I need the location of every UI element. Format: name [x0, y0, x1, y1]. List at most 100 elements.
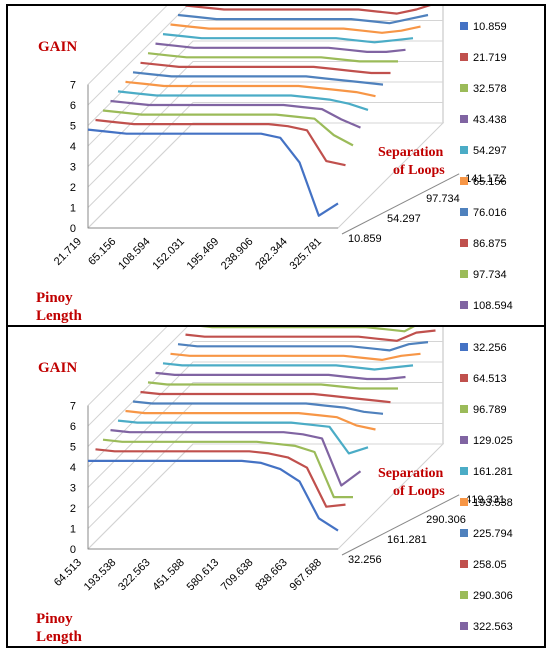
- x-tick-label: 65.156: [86, 236, 118, 268]
- x-axis-title-line1: Pinoy: [36, 290, 73, 306]
- legend-swatch: [460, 146, 468, 154]
- series-line: [132, 400, 384, 415]
- x-tick-label: 108.594: [116, 236, 153, 273]
- series-line: [185, 329, 436, 342]
- legend-label: 193.538: [473, 497, 513, 509]
- legend-swatch: [460, 53, 468, 61]
- legend-label: 96.789: [473, 404, 507, 416]
- chart-bottom-svg: 0123456764.513193.538322.563451.588580.6…: [36, 327, 513, 645]
- series-line: [117, 419, 369, 455]
- z-tick-label: 141.172: [465, 173, 505, 185]
- gridline: [87, 327, 168, 406]
- figure: 0 1 2 3 4 5 6 7 21.719 65.156 108.594 152.031 195.46…: [6, 4, 546, 648]
- series-line: [200, 327, 415, 333]
- panel-divider: [8, 325, 544, 327]
- legend-label: 43.438: [473, 114, 507, 126]
- series-line: [117, 90, 369, 111]
- legend-label: 32.256: [473, 342, 507, 354]
- legend-swatch: [460, 374, 468, 382]
- legend-swatch: [460, 208, 468, 216]
- legend-label: 86.875: [473, 238, 507, 250]
- y-tick-label: 1: [70, 524, 76, 536]
- y-tick-label: 5: [70, 442, 76, 454]
- series-line: [102, 109, 354, 147]
- x-tick-label: 838.663: [253, 557, 290, 594]
- x-tick-label: 967.688: [288, 557, 325, 594]
- series-line: [140, 61, 391, 75]
- x-tick-label: 152.031: [150, 236, 187, 273]
- y-tick-label: 7: [70, 401, 76, 413]
- series-line: [177, 341, 429, 352]
- legend-label: 225.794: [473, 528, 513, 540]
- y-tick-label: 0: [70, 223, 76, 235]
- legend-swatch: [460, 22, 468, 30]
- legend-swatch: [460, 436, 468, 444]
- x-tick-label: 238.906: [219, 236, 256, 273]
- legend-label: 129.025: [473, 435, 513, 447]
- x-tick-label: 193.538: [82, 557, 119, 594]
- legend-label: 108.594: [473, 300, 513, 312]
- legend-swatch: [460, 343, 468, 351]
- chart-panel-top: 0 1 2 3 4 5 6 7 21.719 65.156 108.594 152.031 195.46…: [8, 6, 544, 325]
- chart-title: GAIN: [38, 39, 77, 55]
- z-tick-label: 32.256: [348, 554, 382, 566]
- gridline: [87, 443, 443, 550]
- legend-swatch: [460, 498, 468, 506]
- series-line: [170, 352, 421, 362]
- gridline: [87, 341, 443, 447]
- legend-label: 64.513: [473, 373, 507, 385]
- series-line: [155, 42, 406, 54]
- y-tick-label: 4: [70, 462, 76, 474]
- series-line: [162, 362, 414, 371]
- x-tick-label: 322.563: [116, 557, 153, 594]
- legend-label: 32.578: [473, 83, 507, 95]
- legend-swatch: [460, 177, 468, 185]
- legend-swatch: [460, 405, 468, 413]
- x-tick-label: 282.344: [253, 236, 290, 273]
- legend-label: 65.156: [473, 176, 507, 188]
- legend-swatch: [460, 84, 468, 92]
- series-line: [132, 71, 384, 86]
- z-axis-title-line2: of Loops: [393, 484, 445, 499]
- series-line: [95, 448, 346, 508]
- y-tick-label: 3: [70, 483, 76, 495]
- gridline: [87, 6, 168, 85]
- legend-label: 258.05: [473, 559, 507, 571]
- y-tick-label: 7: [70, 80, 76, 92]
- legend-label: 97.734: [473, 269, 507, 281]
- y-tick-label: 6: [70, 100, 76, 112]
- series-line: [110, 429, 362, 487]
- series-line: [87, 128, 339, 217]
- z-tick-label: 10.859: [348, 233, 382, 245]
- chart-panel-bottom: 0 1 2 3 4 5 6 7 64.513 193.538 322.563 451.588 580.6…: [8, 327, 544, 646]
- series-line: [102, 438, 353, 499]
- series-line: [95, 118, 346, 167]
- series-line: [88, 459, 339, 532]
- legend-label: 10.859: [473, 21, 507, 33]
- z-axis-title-line2: of Loops: [393, 163, 445, 178]
- series-line: [147, 52, 398, 63]
- x-tick-label: 325.781: [288, 236, 325, 273]
- legend-swatch: [460, 591, 468, 599]
- x-axis-title-line2: Length: [36, 629, 83, 645]
- x-axis-title-line1: Pinoy: [36, 611, 73, 627]
- legend-label: 21.719: [473, 52, 507, 64]
- y-tick-label: 6: [70, 421, 76, 433]
- x-tick-label: 195.469: [185, 236, 222, 273]
- series-line: [125, 409, 376, 431]
- x-tick-label: 709.638: [219, 557, 256, 594]
- legend-label: 54.297: [473, 145, 507, 157]
- x-tick-label: 21.719: [52, 236, 84, 268]
- z-axis-title-line1: Separation: [378, 145, 444, 160]
- x-axis-title-line2: Length: [36, 308, 83, 324]
- series-line: [155, 371, 406, 381]
- series-line: [162, 33, 414, 44]
- series-line: [177, 13, 429, 25]
- legend-swatch: [460, 560, 468, 568]
- legend-swatch: [460, 239, 468, 247]
- x-tick-label: 451.588: [150, 557, 187, 594]
- y-tick-label: 1: [70, 203, 76, 215]
- chart-title: GAIN: [38, 360, 77, 376]
- z-tick-label: 290.306: [426, 514, 466, 526]
